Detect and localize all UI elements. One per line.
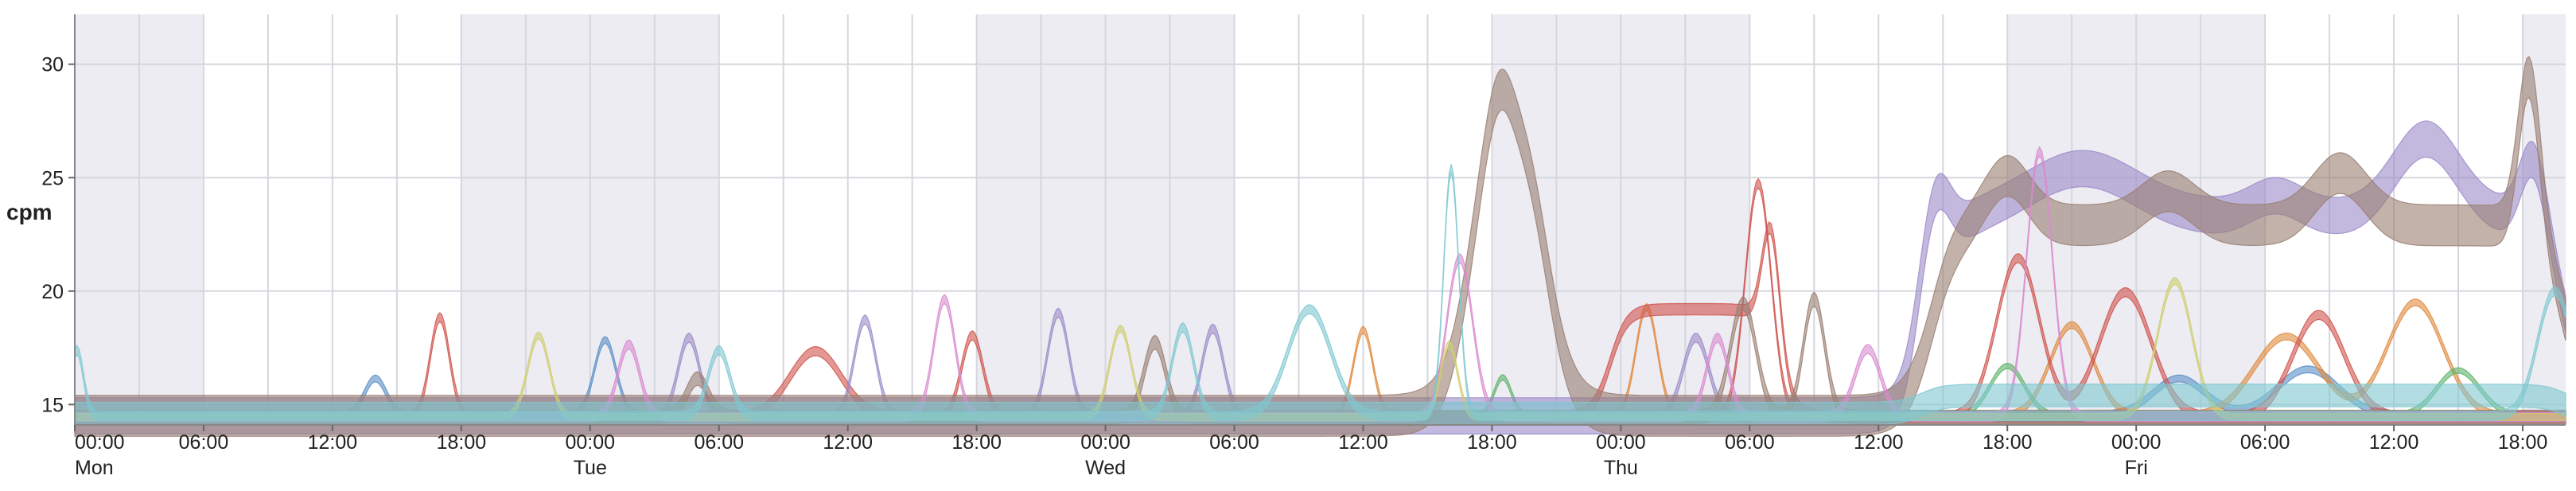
x-tick-label: 00:00 [1080,431,1130,454]
x-tick-label: 12:00 [1854,431,1904,454]
x-tick-label: 06:00 [179,431,229,454]
y-tick-label: 20 [41,281,64,303]
y-axis-label: cpm [6,200,53,224]
x-day-label: Fri [2125,457,2148,479]
x-tick-label: 00:00 [1596,431,1646,454]
x-tick-label: 00:00 [566,431,616,454]
x-tick-label: 18:00 [437,431,487,454]
x-tick-label: 12:00 [823,431,873,454]
x-tick-label: 18:00 [1983,431,2033,454]
x-tick-label: 06:00 [1725,431,1775,454]
series-area [74,56,2566,437]
x-tick-label: 06:00 [2240,431,2290,454]
axes: cpm 15 20 25 30 00:00 Mon 06:00 12:00 18:00 00:00… [6,14,2566,479]
y-tick-label: 15 [41,394,64,416]
x-tick-label: 00:00 [75,431,125,454]
x-tick-label: 06:00 [694,431,744,454]
x-day-label: Wed [1085,457,1126,479]
y-tick-label: 30 [41,54,64,76]
x-tick-label: 06:00 [1209,431,1259,454]
x-tick-label: 00:00 [2111,431,2162,454]
x-day-label: Mon [75,457,114,479]
y-tick-label: 25 [41,167,64,189]
x-tick-label: 12:00 [308,431,358,454]
x-day-label: Tue [574,457,607,479]
x-tick-label: 18:00 [1467,431,1517,454]
x-tick-label: 12:00 [2369,431,2419,454]
series-areas [74,56,2566,437]
x-day-label: Thu [1604,457,1638,479]
x-tick-label: 12:00 [1338,431,1388,454]
x-tick-label: 18:00 [951,431,1002,454]
x-tick-label: 18:00 [2498,431,2548,454]
